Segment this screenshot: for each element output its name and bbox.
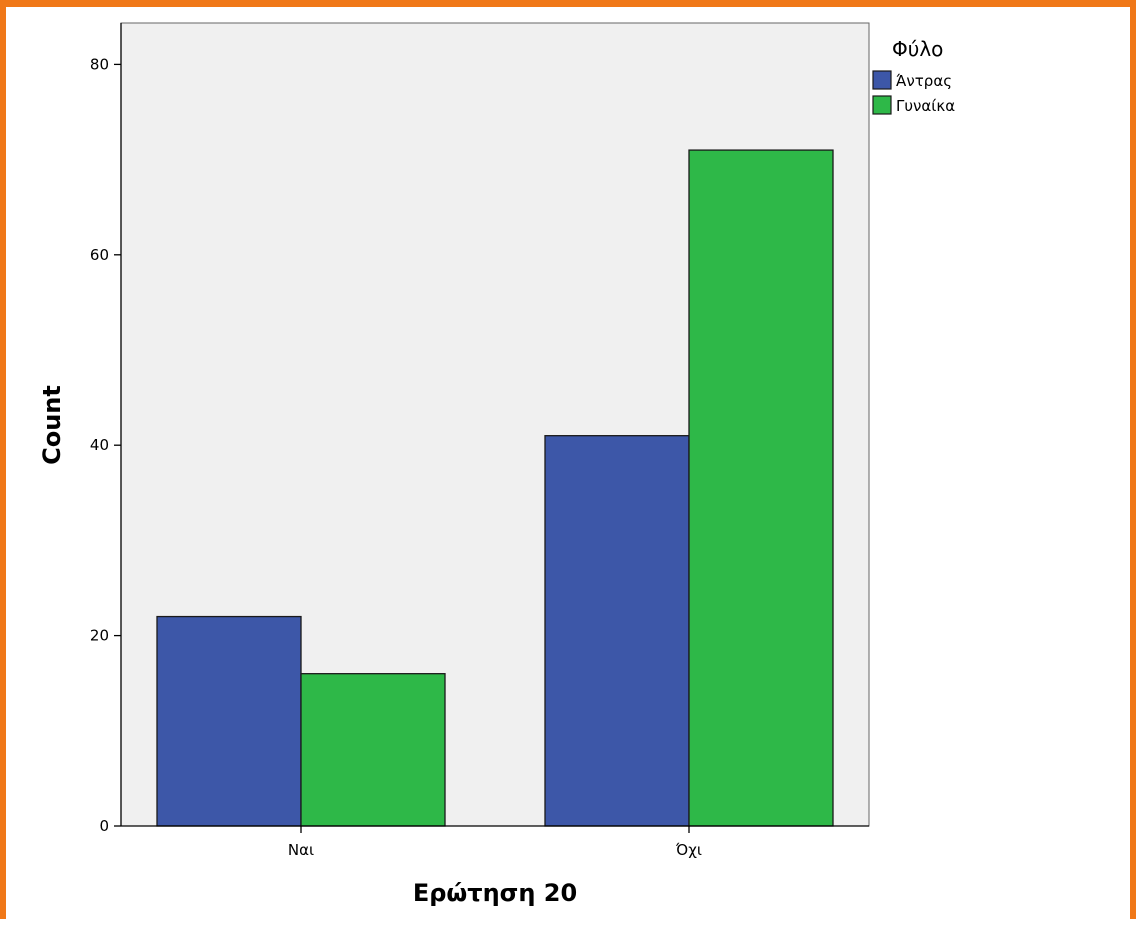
legend-title: Φύλο bbox=[892, 37, 943, 61]
legend-swatch bbox=[872, 95, 892, 115]
y-tick-label: 60 bbox=[90, 246, 109, 264]
x-tick-label: Όχι bbox=[675, 841, 702, 859]
x-axis-title: Ερώτηση 20 bbox=[413, 879, 577, 907]
legend: Φύλο Άντρας Γυναίκα bbox=[872, 37, 955, 115]
x-tick-label: Ναι bbox=[288, 841, 314, 859]
y-tick-label: 20 bbox=[90, 627, 109, 645]
y-tick-label: 80 bbox=[90, 55, 109, 73]
y-axis-title: Count bbox=[38, 385, 66, 465]
bar-series2-cat1 bbox=[300, 673, 446, 827]
legend-items: Άντρας Γυναίκα bbox=[872, 70, 955, 115]
bar-series2-cat2 bbox=[688, 149, 834, 827]
bars-group bbox=[156, 149, 834, 827]
bar-chart: 0 20 40 60 80 Ναι Όχι Count Ερώτηση 20 Φύλο Ά… bbox=[38, 22, 955, 907]
x-ticks-group: Ναι Όχι bbox=[288, 826, 702, 859]
legend-label: Γυναίκα bbox=[896, 97, 955, 115]
bar-series1-cat2 bbox=[544, 435, 690, 827]
legend-label: Άντρας bbox=[896, 72, 952, 90]
y-tick-label: 40 bbox=[90, 436, 109, 454]
legend-swatch bbox=[872, 70, 892, 90]
y-ticks-group: 0 20 40 60 80 bbox=[90, 55, 121, 835]
y-tick-label: 0 bbox=[99, 817, 109, 835]
bar-series1-cat1 bbox=[156, 615, 302, 827]
